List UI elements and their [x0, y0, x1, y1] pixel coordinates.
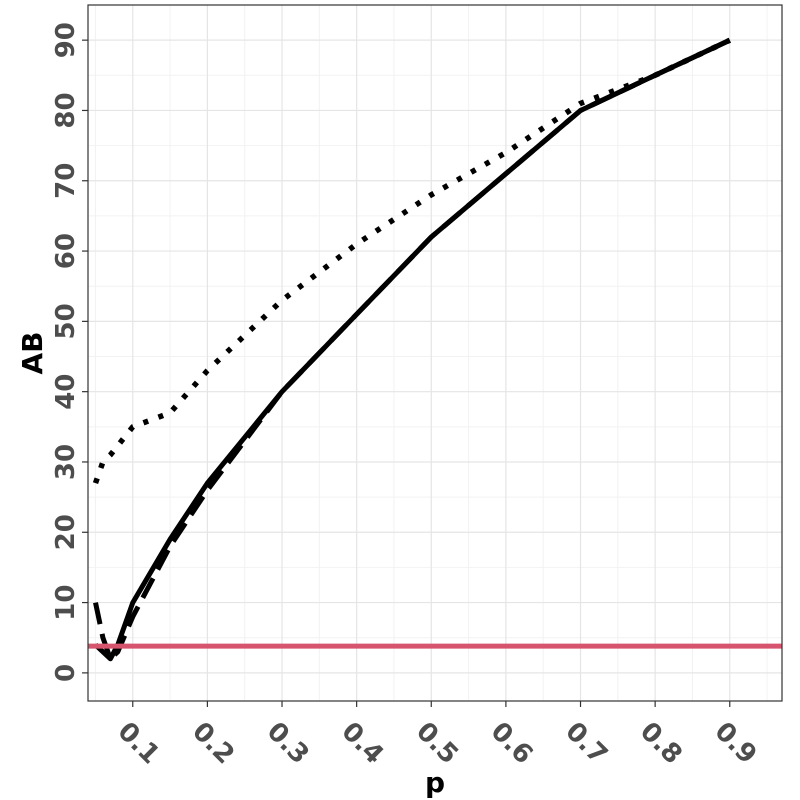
x-tick-label: 0.5 [410, 716, 464, 770]
x-tick-label: 0.7 [559, 716, 613, 770]
plot-border [87, 4, 783, 702]
y-tick-label: 20 [51, 514, 81, 550]
y-axis: 0 10 20 30 40 50 60 70 80 90 [51, 22, 88, 682]
y-tick-label: 90 [51, 22, 81, 58]
x-axis-title: p [425, 766, 445, 799]
x-tick-label: 0.8 [634, 716, 688, 770]
y-tick-label: 60 [51, 233, 81, 269]
minor-grid [88, 5, 782, 701]
y-tick-label: 10 [51, 585, 81, 621]
series-line-dotted [92, 37, 731, 485]
series-line-dashed [93, 37, 731, 662]
y-tick-label: 50 [51, 303, 81, 339]
x-tick-label: 0.4 [335, 716, 389, 770]
plot-panel [88, 5, 782, 701]
y-tick-label: 30 [51, 444, 81, 480]
y-tick-label: 0 [51, 664, 81, 682]
x-tick-label: 0.6 [485, 716, 539, 770]
x-tick-label: 0.2 [186, 716, 240, 770]
y-tick-label: 70 [51, 163, 81, 199]
y-tick-label: 80 [51, 92, 81, 128]
major-grid [88, 5, 782, 701]
x-tick-label: 0.3 [261, 716, 315, 770]
x-tick-label: 0.1 [112, 716, 166, 770]
y-axis-title: AB [16, 331, 49, 374]
x-tick-label: 0.9 [709, 716, 763, 770]
y-tick-label: 40 [51, 374, 81, 410]
x-axis: 0.1 0.2 0.3 0.4 0.5 0.6 0.7 0.8 0.9 [112, 701, 763, 770]
series-layer [92, 37, 731, 662]
